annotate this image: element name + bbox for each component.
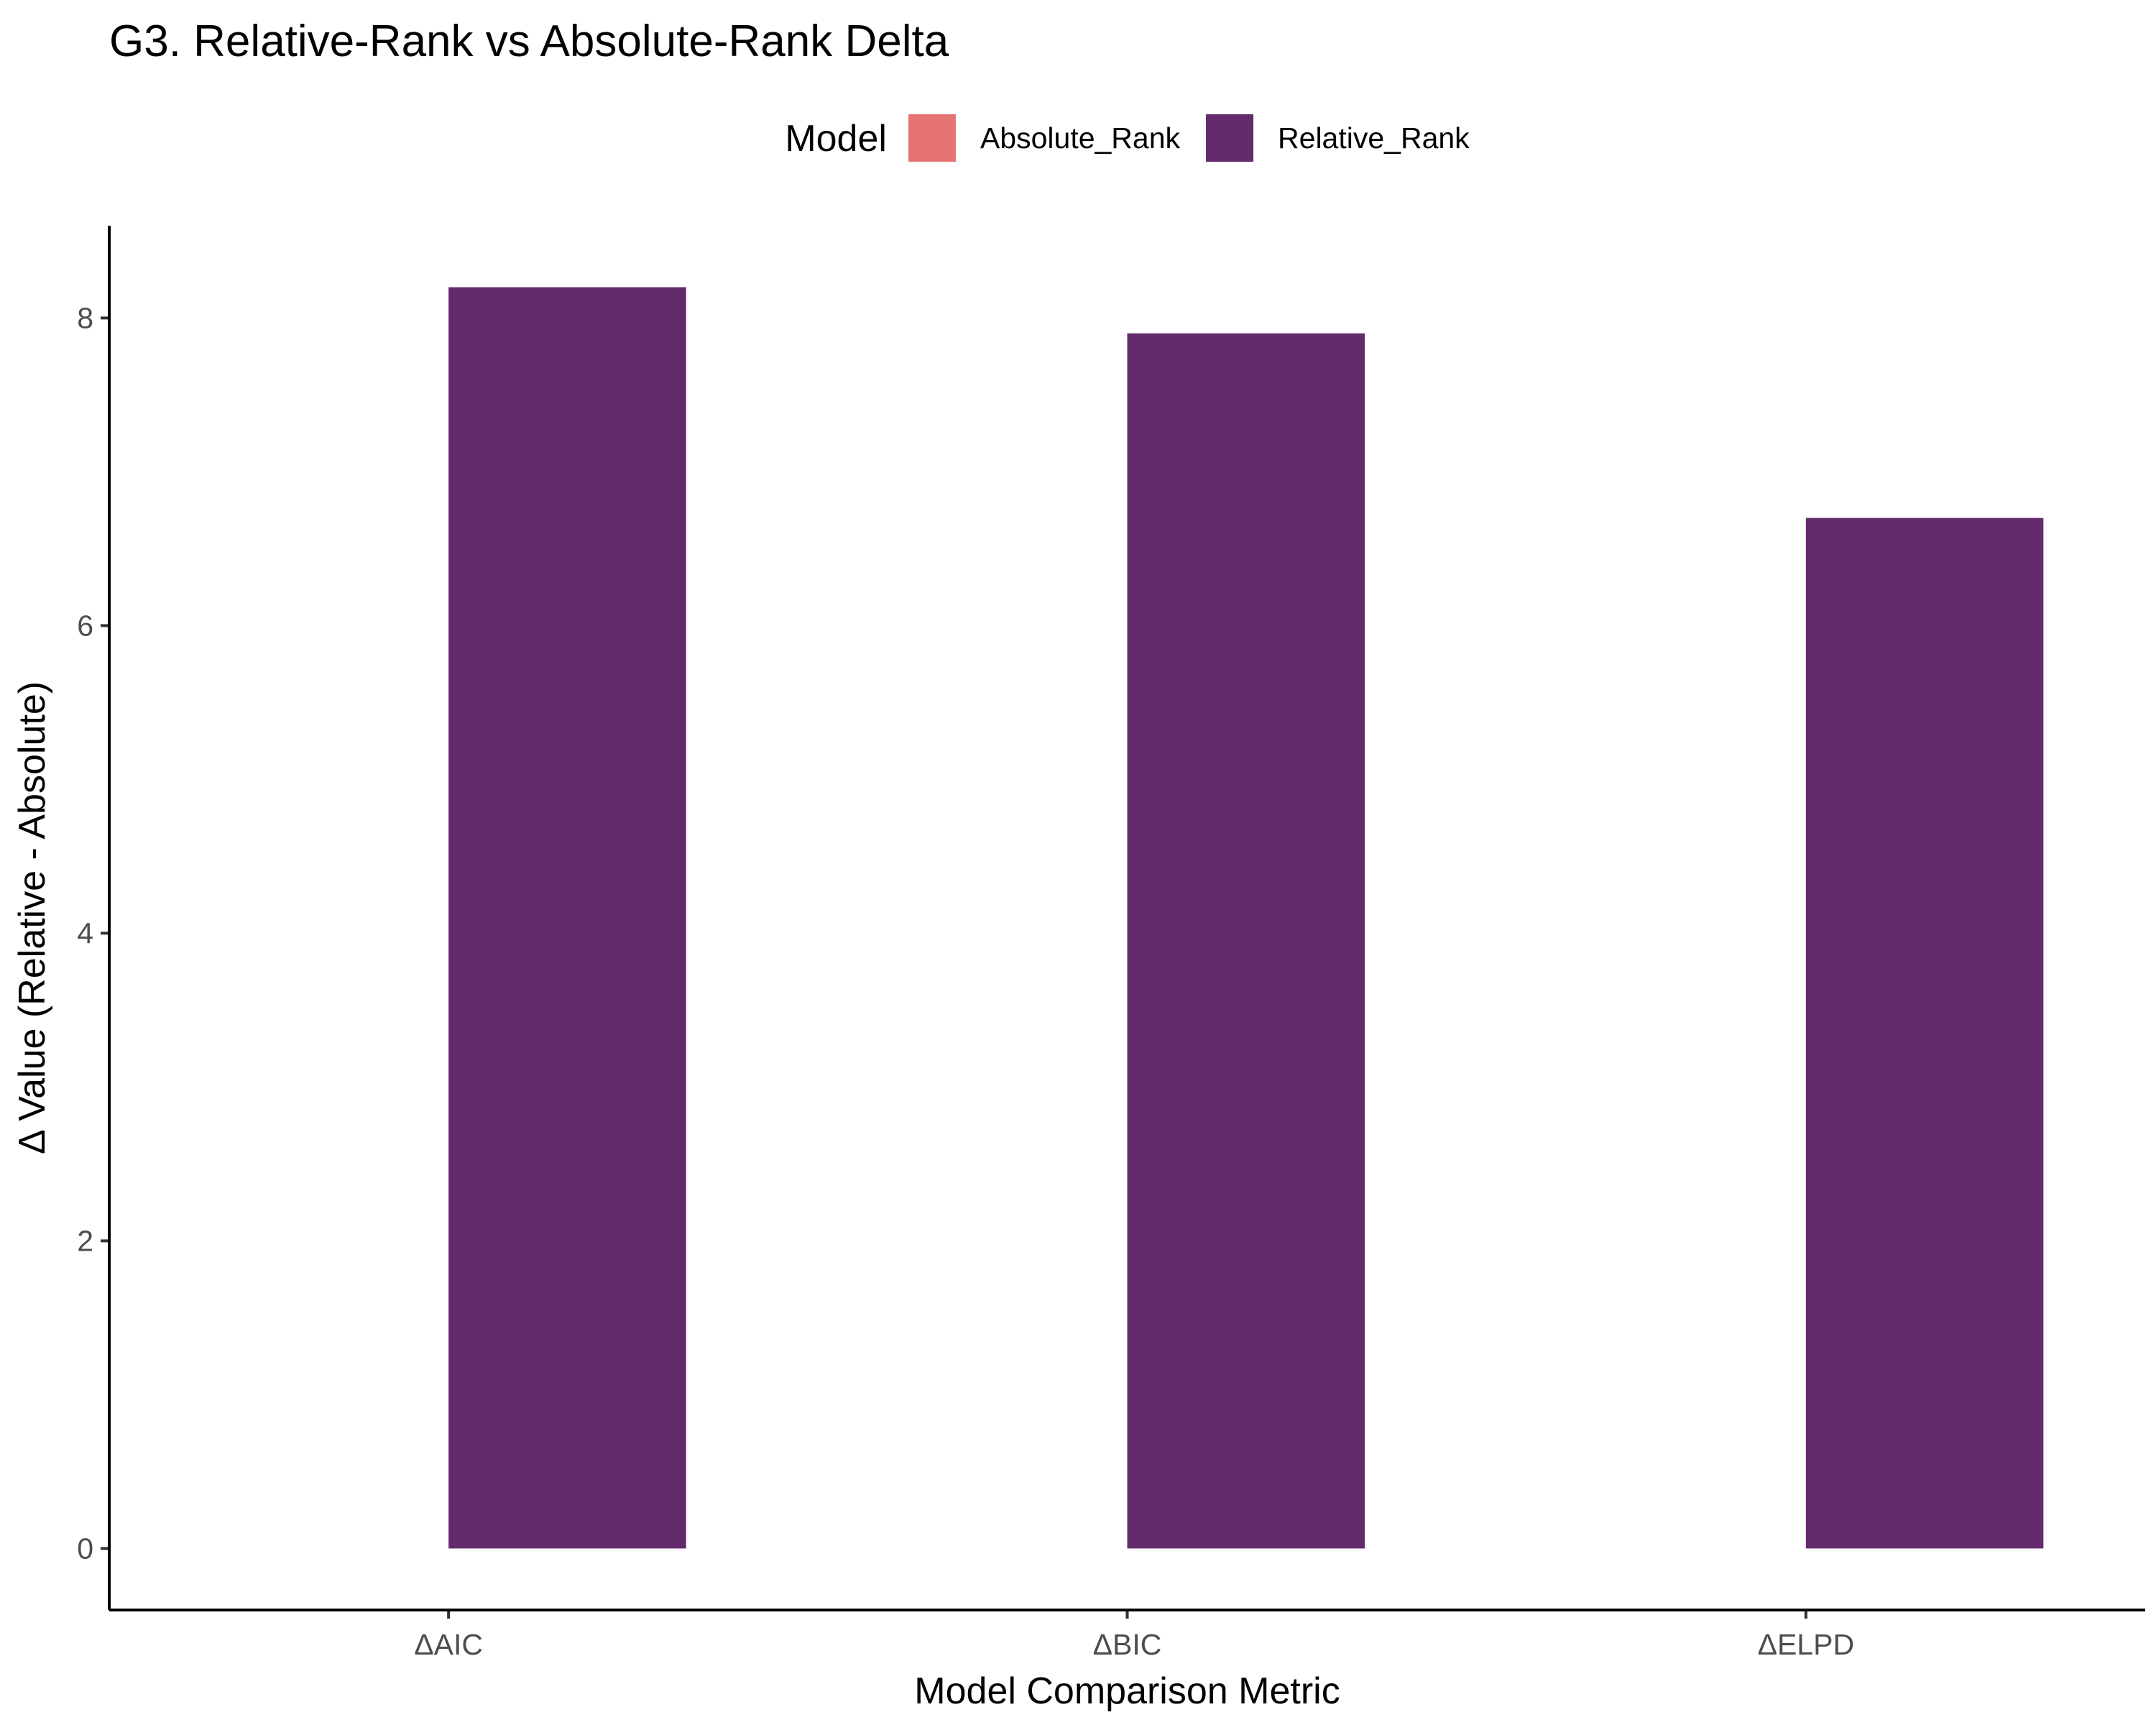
legend-title: Model (785, 118, 887, 160)
bar-relative-rank (1805, 518, 2044, 1549)
x-tick-label: ΔBIC (1093, 1628, 1162, 1661)
y-tick-label: 4 (77, 916, 93, 949)
x-tick-label: ΔELPD (1758, 1628, 1855, 1661)
y-axis-title: Δ Value (Relative - Absolute) (11, 681, 53, 1154)
bars (448, 287, 2044, 1549)
legend-label-absolute-rank: Absolute_Rank (980, 121, 1181, 155)
bar-relative-rank (448, 287, 686, 1549)
y-tick-label: 0 (77, 1532, 93, 1565)
x-axis-title: Model Comparison Metric (914, 1670, 1340, 1712)
x-tick-label: ΔAIC (414, 1628, 483, 1661)
y-tick-label: 6 (77, 609, 93, 642)
bar-relative-rank (1127, 333, 1365, 1549)
y-axis-ticks: 0 2 4 6 8 (77, 301, 109, 1565)
legend-swatch-relative-rank (1206, 114, 1254, 162)
legend-swatch-absolute-rank (908, 114, 956, 162)
legend: Model Absolute_Rank Relative_Rank (785, 114, 1470, 162)
y-tick-label: 2 (77, 1224, 93, 1257)
y-tick-label: 8 (77, 301, 93, 334)
chart-title: G3. Relative-Rank vs Absolute-Rank Delta (109, 17, 949, 66)
legend-label-relative-rank: Relative_Rank (1278, 121, 1470, 155)
x-axis-ticks: ΔAIC ΔBIC ΔELPD (414, 1610, 1854, 1661)
